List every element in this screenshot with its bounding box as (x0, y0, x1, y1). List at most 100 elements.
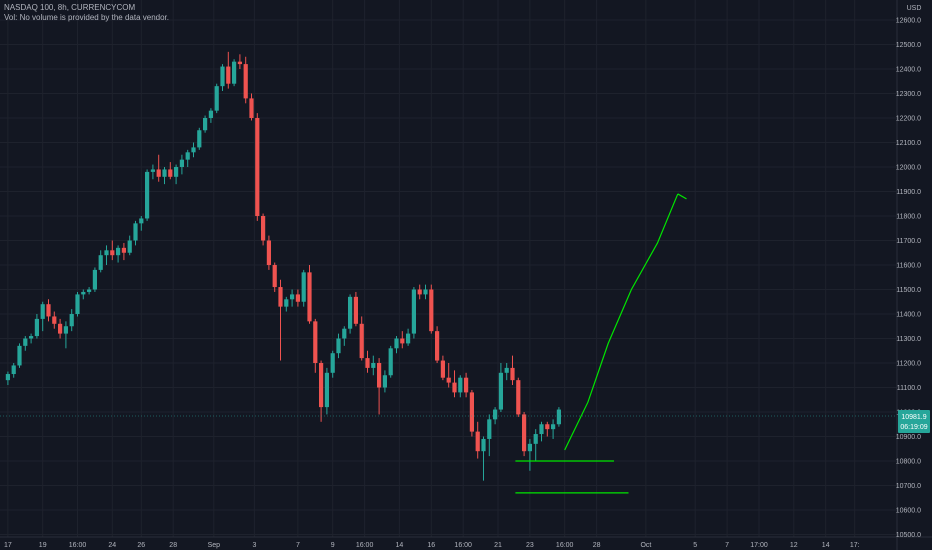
candle[interactable] (464, 372, 469, 398)
candle[interactable] (313, 318, 318, 373)
candle[interactable] (81, 289, 86, 300)
candle[interactable] (168, 162, 173, 180)
candle[interactable] (255, 113, 260, 221)
candle[interactable] (34, 314, 39, 339)
candle[interactable] (487, 414, 492, 457)
candle[interactable] (139, 216, 144, 231)
candle[interactable] (435, 326, 440, 363)
candle[interactable] (46, 299, 51, 322)
candle[interactable] (429, 284, 434, 334)
candle[interactable] (29, 333, 34, 344)
price-axis[interactable]: 12600.0 12500.0 12400.0 12300.0 12200.0 12100… (896, 18, 921, 540)
candle[interactable] (452, 370, 457, 398)
candle[interactable] (174, 164, 179, 185)
candle[interactable] (127, 235, 132, 256)
candle[interactable] (121, 242, 126, 261)
candle[interactable] (23, 336, 28, 351)
candle[interactable] (365, 350, 370, 373)
candle[interactable] (208, 108, 213, 123)
candle[interactable] (359, 316, 364, 361)
candle[interactable] (551, 419, 556, 439)
candle[interactable] (371, 355, 376, 376)
candle[interactable] (75, 291, 80, 317)
candle[interactable] (394, 336, 399, 354)
candle[interactable] (156, 154, 161, 182)
candle[interactable] (475, 421, 480, 459)
candle[interactable] (377, 358, 382, 415)
projection-arrow-path[interactable] (564, 193, 679, 451)
time-axis[interactable]: 17 19 16:00 24 26 28 Sep 3 7 9 16:00 14 16 16:00 21 23 1… (4, 542, 860, 549)
candle[interactable] (58, 318, 63, 339)
candle[interactable] (145, 169, 150, 221)
candle[interactable] (324, 367, 329, 415)
candle[interactable] (469, 389, 474, 437)
candle[interactable] (353, 291, 358, 327)
candle[interactable] (110, 240, 115, 261)
candle[interactable] (203, 115, 208, 133)
candle[interactable] (11, 363, 16, 378)
candle[interactable] (272, 262, 277, 292)
candle[interactable] (336, 333, 341, 359)
candle[interactable] (348, 294, 353, 334)
candle[interactable] (191, 142, 196, 158)
candle[interactable] (446, 363, 451, 388)
candle[interactable] (185, 149, 190, 167)
candle[interactable] (539, 421, 544, 442)
candle[interactable] (98, 250, 103, 273)
candle[interactable] (243, 56, 248, 104)
candle[interactable] (133, 220, 138, 246)
candle[interactable] (278, 279, 283, 361)
candle[interactable] (417, 284, 422, 300)
candle[interactable] (533, 429, 538, 461)
candle[interactable] (295, 289, 300, 307)
candle[interactable] (527, 438, 532, 471)
candle[interactable] (52, 311, 57, 329)
candle[interactable] (226, 51, 231, 89)
candle[interactable] (307, 265, 312, 324)
candle[interactable] (266, 235, 271, 270)
candle[interactable] (406, 328, 411, 346)
candle[interactable] (17, 343, 22, 368)
candles[interactable] (5, 51, 561, 481)
candle[interactable] (69, 309, 74, 332)
candle[interactable] (330, 350, 335, 378)
candle[interactable] (516, 377, 521, 417)
candle[interactable] (319, 360, 324, 422)
candle[interactable] (301, 269, 306, 307)
candle[interactable] (382, 370, 387, 393)
candle[interactable] (388, 345, 393, 378)
candle[interactable] (162, 167, 167, 185)
candle[interactable] (458, 375, 463, 398)
candle[interactable] (556, 407, 561, 427)
candle[interactable] (411, 287, 416, 339)
candle[interactable] (104, 245, 109, 265)
candle[interactable] (5, 371, 10, 386)
candle[interactable] (498, 363, 503, 412)
candle[interactable] (179, 154, 184, 175)
candle[interactable] (237, 54, 242, 69)
candle[interactable] (220, 64, 225, 92)
candle[interactable] (290, 289, 295, 307)
candle[interactable] (493, 407, 498, 425)
candle[interactable] (150, 164, 155, 180)
candle[interactable] (284, 296, 289, 312)
candle[interactable] (400, 331, 405, 349)
candle[interactable] (40, 301, 45, 332)
candle[interactable] (522, 412, 527, 457)
candle[interactable] (342, 326, 347, 346)
candle[interactable] (504, 363, 509, 381)
candle[interactable] (87, 287, 92, 295)
candle[interactable] (545, 421, 550, 437)
candle[interactable] (261, 213, 266, 246)
candle[interactable] (232, 59, 237, 87)
candle[interactable] (214, 83, 219, 114)
candle[interactable] (116, 245, 121, 263)
candle[interactable] (249, 93, 254, 121)
candle[interactable] (440, 355, 445, 381)
candle[interactable] (63, 321, 68, 349)
candle[interactable] (197, 127, 202, 150)
candle[interactable] (510, 355, 515, 386)
drawings[interactable] (515, 193, 687, 494)
